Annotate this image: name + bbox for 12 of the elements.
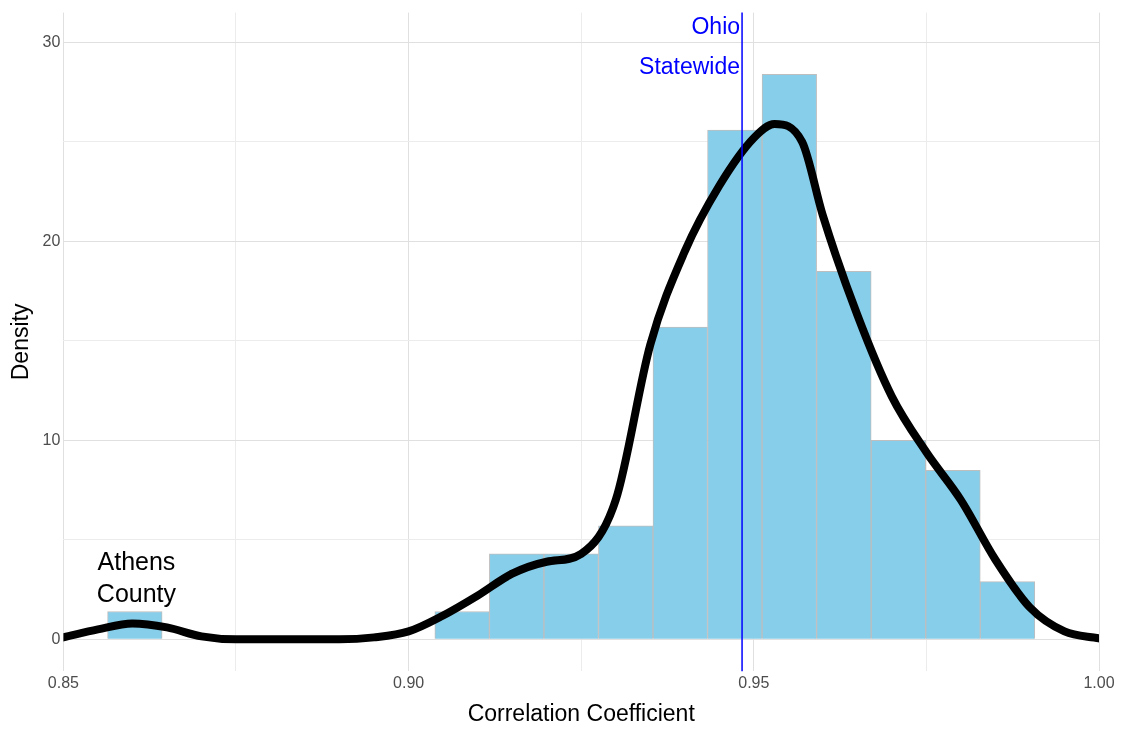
x-tick-label: 0.85 bbox=[47, 674, 80, 692]
ref-line-label: Ohio Statewide bbox=[639, 13, 741, 80]
y-tick-label: 0 bbox=[51, 629, 61, 647]
text: 0.90 bbox=[393, 674, 425, 692]
y-tick-label: 30 bbox=[42, 32, 61, 50]
y-tick-label: 10 bbox=[42, 430, 61, 448]
y-axis-title: Density bbox=[7, 303, 34, 381]
y-tick-label: 20 bbox=[42, 231, 61, 249]
text: 1.00 bbox=[1083, 674, 1115, 692]
x-axis-title: Correlation Coefficient bbox=[467, 699, 696, 726]
annotation: Athens County bbox=[96, 546, 177, 607]
x-tick-label: 0.95 bbox=[738, 674, 770, 692]
